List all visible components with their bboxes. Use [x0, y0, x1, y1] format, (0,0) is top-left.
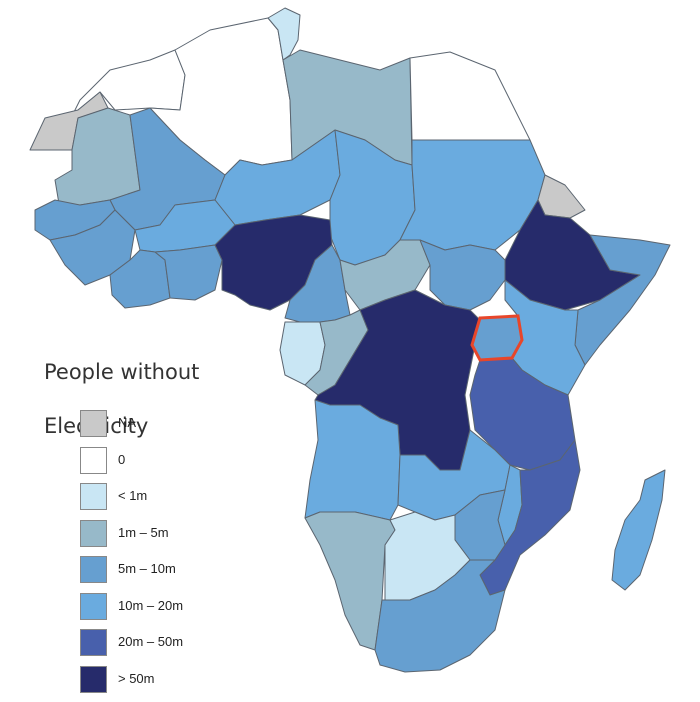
legend-label: NA [118, 415, 137, 430]
legend-swatch [80, 483, 107, 510]
legend-swatch [80, 410, 107, 437]
legend-label: 10m – 20m [118, 597, 184, 613]
uganda-highlight-outline [470, 314, 524, 362]
legend-title-line1: People without [44, 360, 200, 384]
legend-title: People without Electricity [44, 332, 254, 467]
legend-swatch [80, 629, 107, 656]
legend-swatch [80, 556, 107, 583]
legend-label: 5m – 10m [118, 561, 176, 576]
legend-swatch [80, 519, 107, 547]
legend-swatch [80, 665, 107, 693]
legend-title-line2: Electricity [44, 413, 254, 440]
country-ghana [154, 244, 223, 301]
legend-label: 20m – 50m [118, 634, 184, 649]
legend-swatch [80, 592, 107, 620]
country-angola [304, 399, 401, 521]
country-tunisia [267, 7, 301, 61]
country-guinea [49, 209, 136, 286]
country-egypt [409, 51, 531, 141]
legend-label: > 50m [118, 670, 155, 686]
legend-label: 0 [118, 451, 126, 467]
legend-swatch [80, 446, 107, 474]
country-eritrea [537, 174, 586, 219]
country-madagascar [611, 469, 666, 591]
legend-label: < 1m [118, 488, 148, 503]
legend-label: 1m – 5m [118, 524, 169, 540]
country-south-africa [374, 559, 506, 673]
country-south-sudan [419, 239, 506, 311]
country-mozambique [479, 439, 581, 596]
